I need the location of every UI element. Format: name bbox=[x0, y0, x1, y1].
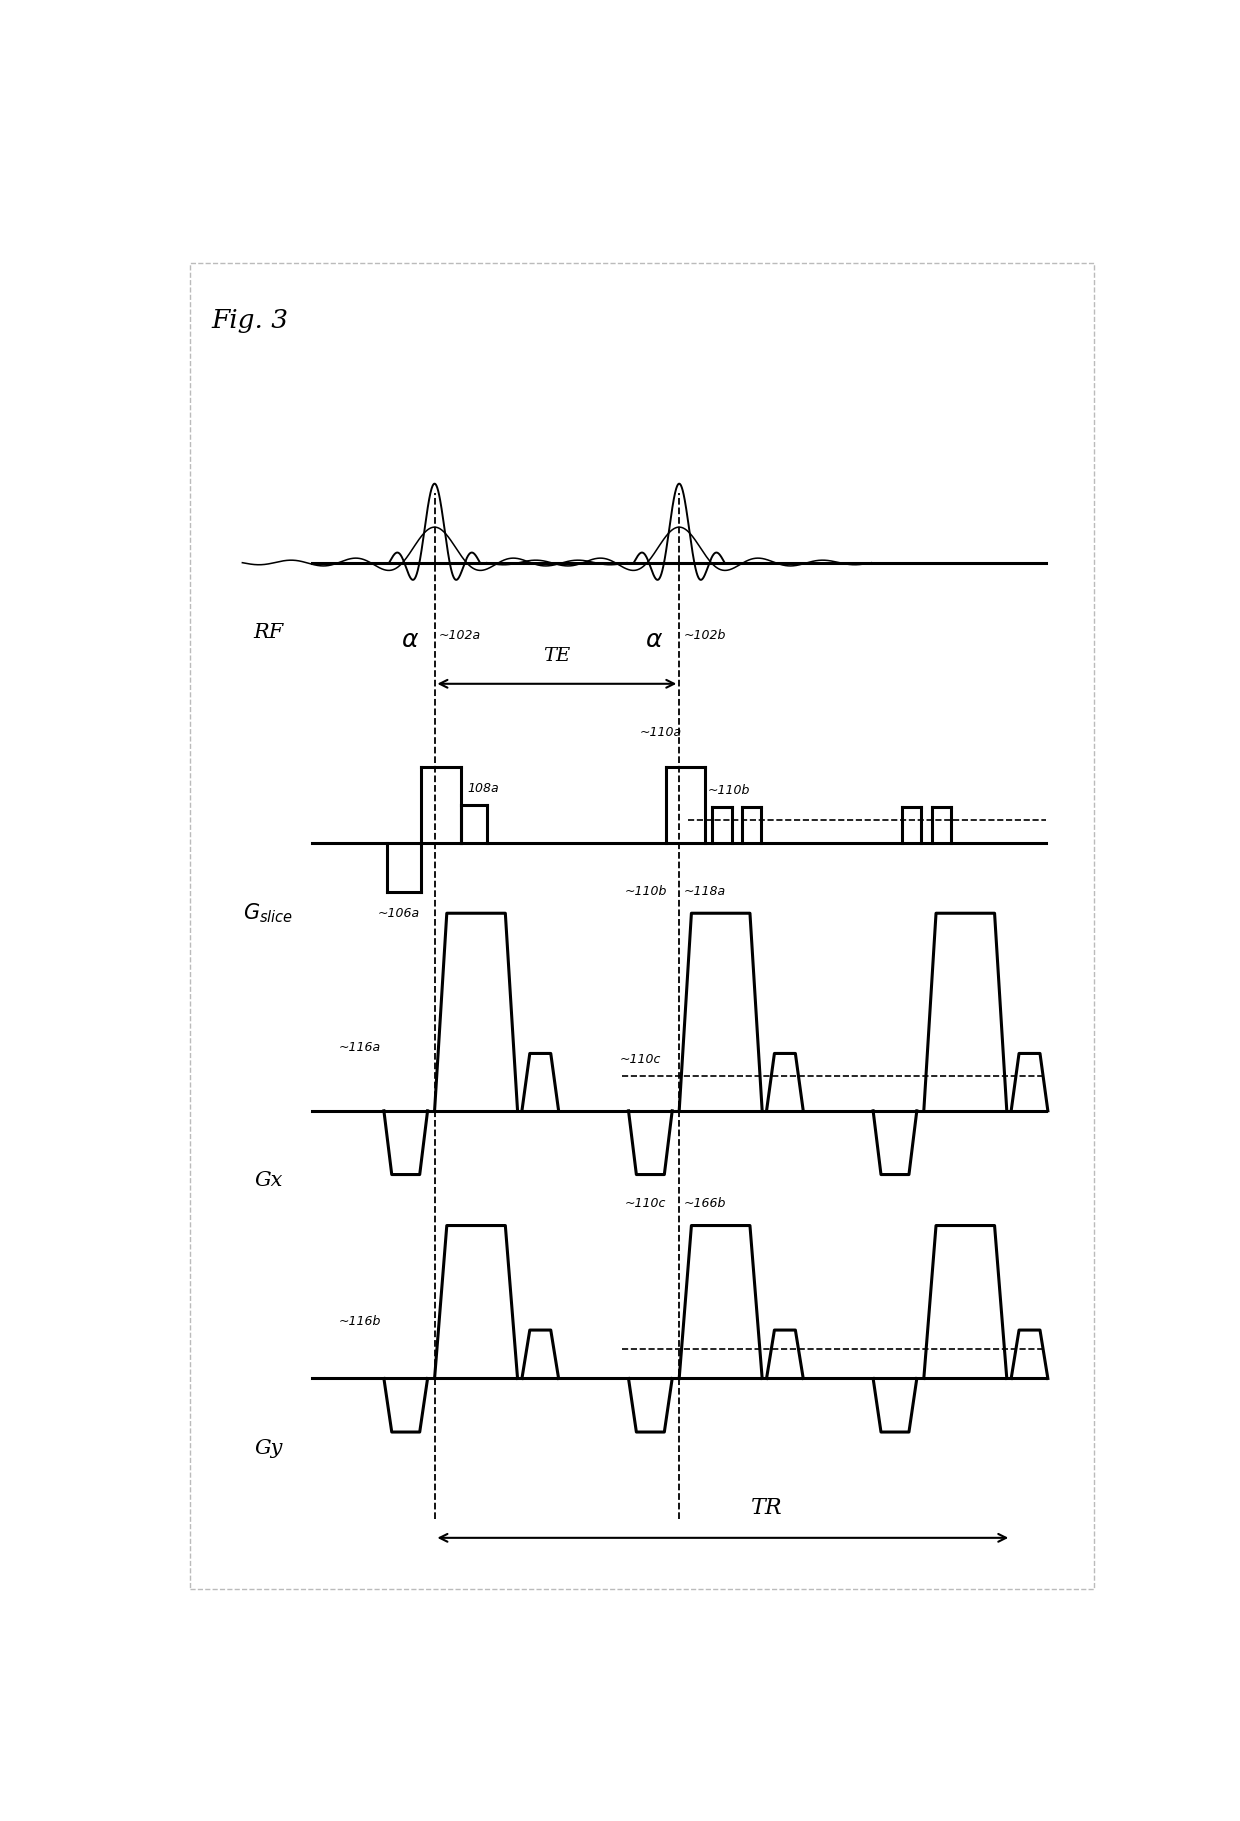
Text: RF: RF bbox=[253, 623, 284, 643]
Text: ~110c: ~110c bbox=[625, 1196, 666, 1211]
Text: $\alpha$: $\alpha$ bbox=[645, 628, 663, 652]
Text: TR: TR bbox=[750, 1497, 782, 1519]
Text: 108a: 108a bbox=[467, 781, 500, 794]
Text: ~116b: ~116b bbox=[339, 1315, 381, 1328]
Text: ~166b: ~166b bbox=[683, 1196, 725, 1211]
Text: $\alpha$: $\alpha$ bbox=[401, 628, 419, 652]
Text: ~110c: ~110c bbox=[620, 1053, 661, 1065]
Text: ~110b: ~110b bbox=[625, 885, 667, 898]
Text: ~110a: ~110a bbox=[640, 725, 682, 739]
Text: ~102b: ~102b bbox=[683, 628, 725, 643]
Text: TE: TE bbox=[543, 646, 570, 665]
Text: ~110b: ~110b bbox=[708, 785, 750, 798]
Text: Gx: Gx bbox=[254, 1171, 283, 1191]
Text: Fig. 3: Fig. 3 bbox=[212, 308, 289, 333]
Text: ~116a: ~116a bbox=[339, 1040, 381, 1054]
Text: Gy: Gy bbox=[254, 1439, 283, 1459]
Text: $G_{slice}$: $G_{slice}$ bbox=[243, 901, 294, 925]
Text: ~106a: ~106a bbox=[378, 907, 420, 920]
Text: ~118a: ~118a bbox=[683, 885, 725, 898]
Text: ~102a: ~102a bbox=[439, 628, 481, 643]
